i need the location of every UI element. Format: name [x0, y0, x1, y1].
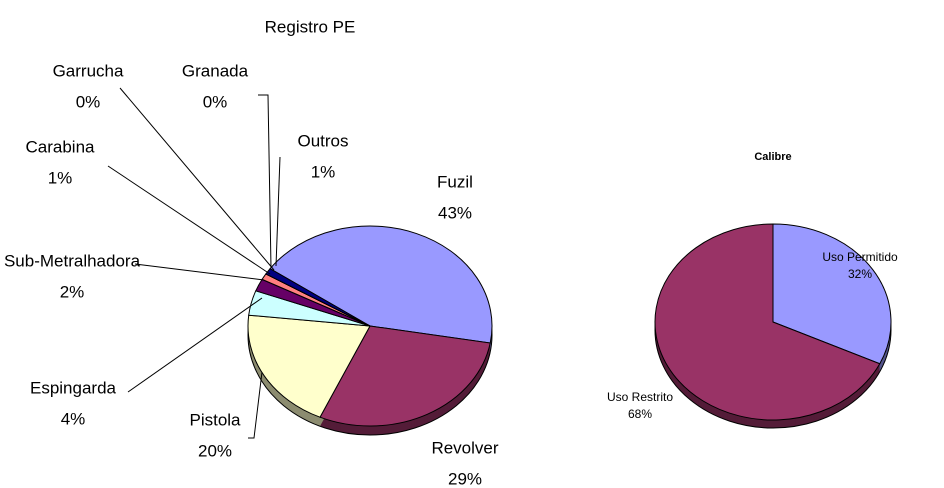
slice-label: Uso Permitido: [822, 250, 898, 264]
leader-line: [258, 94, 272, 269]
slice-value-label: 68%: [628, 407, 652, 421]
slice-label: Fuzil: [437, 172, 473, 191]
leader-line: [248, 371, 263, 439]
slice: [772, 223, 892, 365]
slice-value-label: 0%: [76, 92, 101, 111]
leader-line: [127, 297, 263, 393]
slice-value-label: 29%: [448, 469, 482, 488]
slice: [654, 223, 881, 421]
chart-title: Calibre: [754, 151, 791, 163]
slice-label: Carabina: [26, 137, 96, 156]
leader-line: [107, 165, 271, 275]
slice-value-label: 43%: [438, 203, 472, 222]
leader-line: [275, 156, 281, 267]
slice-label: Granada: [182, 61, 249, 80]
slice-label: Outros: [297, 131, 348, 150]
slice-value-label: 4%: [61, 409, 86, 428]
slice: [265, 268, 371, 327]
slice-value-label: 20%: [198, 441, 232, 460]
chart-title: Registro PE: [265, 17, 356, 36]
leader-line: [134, 263, 265, 281]
slice-label: Sub-Metralhadora: [4, 251, 141, 270]
slice-value-label: 2%: [60, 282, 85, 301]
slice-value-label: 1%: [48, 168, 73, 187]
slice: [319, 325, 491, 427]
leader-line: [119, 87, 275, 271]
slice-value-label: 0%: [203, 92, 228, 111]
slice-label: Pistola: [189, 410, 241, 429]
slice: [247, 314, 371, 418]
slice: [269, 225, 493, 344]
slice-label: Espingarda: [30, 378, 117, 397]
slice-label: Uso Restrito: [607, 390, 673, 404]
slice-value-label: 1%: [311, 162, 336, 181]
slice-value-label: 32%: [848, 267, 872, 281]
slice-label: Garrucha: [53, 61, 124, 80]
slice-label: Revolver: [431, 438, 498, 457]
